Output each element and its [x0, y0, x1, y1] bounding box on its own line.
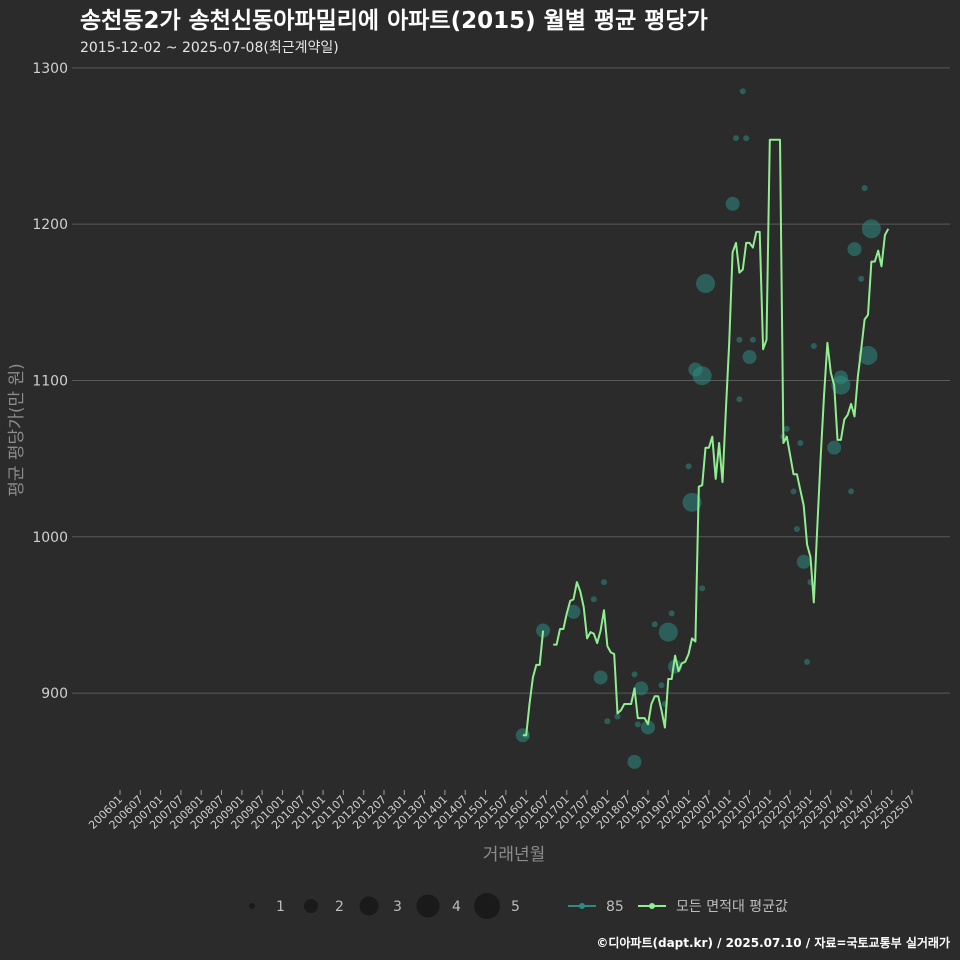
- bubble-point: [685, 463, 692, 470]
- bubble-point: [742, 350, 757, 365]
- x-axis-ticks: 2006012006072007012007072008012008072009…: [86, 790, 917, 832]
- bubble-point: [749, 336, 756, 343]
- bubble-point: [627, 754, 642, 769]
- y-tick-label: 1300: [32, 61, 68, 77]
- bubble-point: [733, 135, 739, 142]
- bubble-point: [861, 185, 868, 192]
- bubble-point: [783, 425, 790, 432]
- caption: ©디아파트(dapt.kr) / 2025.07.10 / 자료=국토교통부 실…: [596, 935, 950, 950]
- bubble-point: [831, 375, 851, 395]
- line-series: [522, 138, 890, 737]
- bubble-point: [631, 671, 638, 678]
- bubble-point: [651, 621, 658, 628]
- legend-size-label: 1: [276, 899, 285, 915]
- bubble-point: [793, 525, 800, 532]
- y-tick-label: 1100: [32, 373, 68, 389]
- bubble-point: [566, 604, 581, 619]
- bubble-point: [796, 554, 811, 569]
- legend-size-label: 3: [393, 899, 402, 915]
- y-axis-ticks: 900 1000 1100 1200 1300: [32, 61, 68, 702]
- bubble-point: [725, 196, 740, 211]
- bubble-point: [658, 622, 678, 642]
- bubble-point: [634, 721, 641, 728]
- bubble-point: [736, 336, 743, 343]
- bubble-point: [858, 275, 865, 282]
- bubble-point: [858, 345, 878, 365]
- legend-label-avg: 모든 면적대 평균값: [676, 899, 788, 915]
- y-tick-label: 1000: [32, 530, 68, 546]
- legend-size-3: [359, 896, 379, 916]
- legend-size-label: 5: [511, 899, 520, 915]
- line-segment: [522, 630, 545, 737]
- bubble-point: [847, 242, 862, 257]
- bubble-point: [614, 713, 621, 720]
- bubble-point: [790, 488, 797, 495]
- bubble-point: [536, 623, 551, 638]
- x-axis-label: 거래년월: [483, 845, 546, 865]
- bubble-point: [810, 343, 817, 350]
- line-segment: [553, 138, 890, 729]
- bubble-point: [848, 488, 855, 495]
- chart-title: 송천동2가 송천신동아파밀리에 아파트(2015) 월별 평균 평당가: [80, 8, 708, 34]
- chart-subtitle: 2015-12-02 ~ 2025-07-08(최근계약일): [80, 40, 339, 56]
- bubble-point: [743, 135, 750, 142]
- bubble-point: [668, 610, 675, 617]
- bubble-point: [861, 219, 881, 239]
- bubble-series: [515, 88, 881, 769]
- legend-key-dot-85: [579, 903, 585, 909]
- legend-label-85: 85: [606, 899, 624, 915]
- legend-size-4: [416, 894, 440, 918]
- bubble-point: [692, 366, 712, 386]
- y-axis-label: 평균 평당가(만 원): [7, 363, 27, 497]
- legend-size-label: 4: [452, 899, 461, 915]
- bubble-point: [658, 682, 665, 689]
- bubble-point: [593, 670, 608, 685]
- legend-size-1: [249, 903, 255, 909]
- y-tick-label: 900: [41, 686, 68, 702]
- bubble-point: [682, 492, 702, 512]
- legend-size-5: [474, 893, 500, 919]
- bubble-point: [699, 585, 706, 592]
- bubble-point: [604, 718, 611, 725]
- legend-size-2: [304, 899, 318, 913]
- bubble-point: [634, 681, 649, 696]
- legend-size-label: 2: [335, 899, 344, 915]
- bubble-point: [590, 596, 597, 603]
- bubble-point: [739, 88, 746, 95]
- bubble-point: [696, 274, 716, 294]
- bubble-point: [601, 579, 607, 586]
- legend-key-dot-avg: [649, 903, 655, 909]
- bubble-point: [641, 720, 655, 735]
- grid-lines: [72, 67, 950, 694]
- legend: 1 2 3 4 5 85 모든 면적대 평균값: [249, 893, 788, 919]
- bubble-point: [804, 658, 811, 665]
- bubble-point: [736, 396, 743, 403]
- bubble-point: [797, 439, 804, 446]
- y-tick-label: 1200: [32, 217, 68, 233]
- bubble-point: [827, 440, 842, 455]
